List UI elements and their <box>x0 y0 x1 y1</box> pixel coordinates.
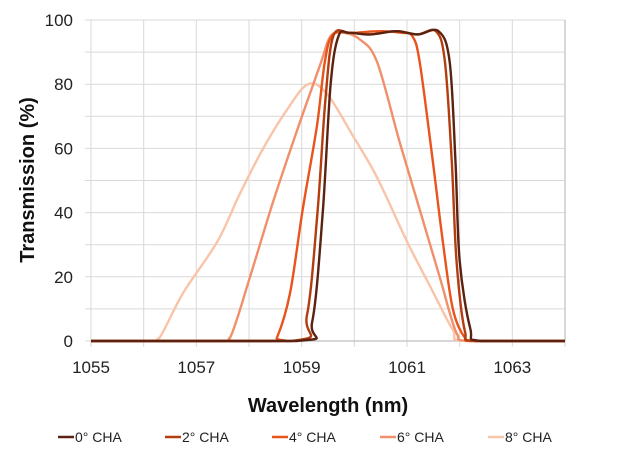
series-line-4-cha <box>90 30 565 343</box>
legend-label: 2° CHA <box>182 429 229 445</box>
legend-item: 6° CHA <box>380 429 444 445</box>
x-axis-ticks: 1055 1057 1059 1061 1063 <box>72 358 531 377</box>
legend-label: 8° CHA <box>505 429 552 445</box>
y-tick-label: 100 <box>45 11 73 30</box>
x-tick-label: 1057 <box>177 358 215 377</box>
legend-item: 4° CHA <box>272 429 336 445</box>
series-line-0-cha <box>90 28 565 343</box>
y-axis-ticks: 0 20 40 60 80 100 <box>45 11 73 351</box>
x-axis-title: Wavelength (nm) <box>248 395 408 417</box>
series-lines <box>90 28 565 343</box>
y-tick-label: 60 <box>54 139 73 158</box>
series-line-2-cha <box>90 28 565 343</box>
x-tick-label: 1059 <box>283 358 321 377</box>
legend: 0° CHA 2° CHA 4° CHA 6° CHA 8° CHA <box>58 429 552 445</box>
legend-item: 0° CHA <box>58 429 122 445</box>
y-tick-label: 40 <box>54 204 73 223</box>
legend-item: 8° CHA <box>488 429 552 445</box>
y-tick-label: 80 <box>54 75 73 94</box>
y-tick-label: 0 <box>64 332 73 351</box>
legend-label: 0° CHA <box>75 429 122 445</box>
legend-label: 4° CHA <box>289 429 336 445</box>
legend-label: 6° CHA <box>397 429 444 445</box>
series-line-8-cha <box>90 82 565 343</box>
y-axis-title: Transmission (%) <box>17 97 39 263</box>
x-tick-label: 1055 <box>72 358 110 377</box>
y-tick-label: 20 <box>54 268 73 287</box>
x-tick-label: 1061 <box>388 358 426 377</box>
legend-item: 2° CHA <box>165 429 229 445</box>
x-tick-label: 1063 <box>493 358 531 377</box>
